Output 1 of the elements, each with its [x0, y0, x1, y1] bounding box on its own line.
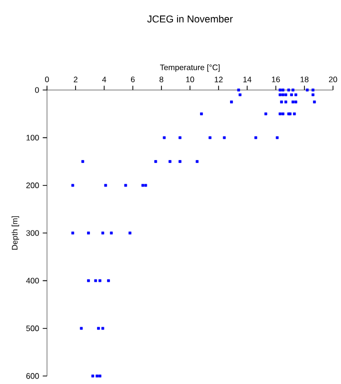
chart-title: JCEG in November: [147, 15, 233, 23]
